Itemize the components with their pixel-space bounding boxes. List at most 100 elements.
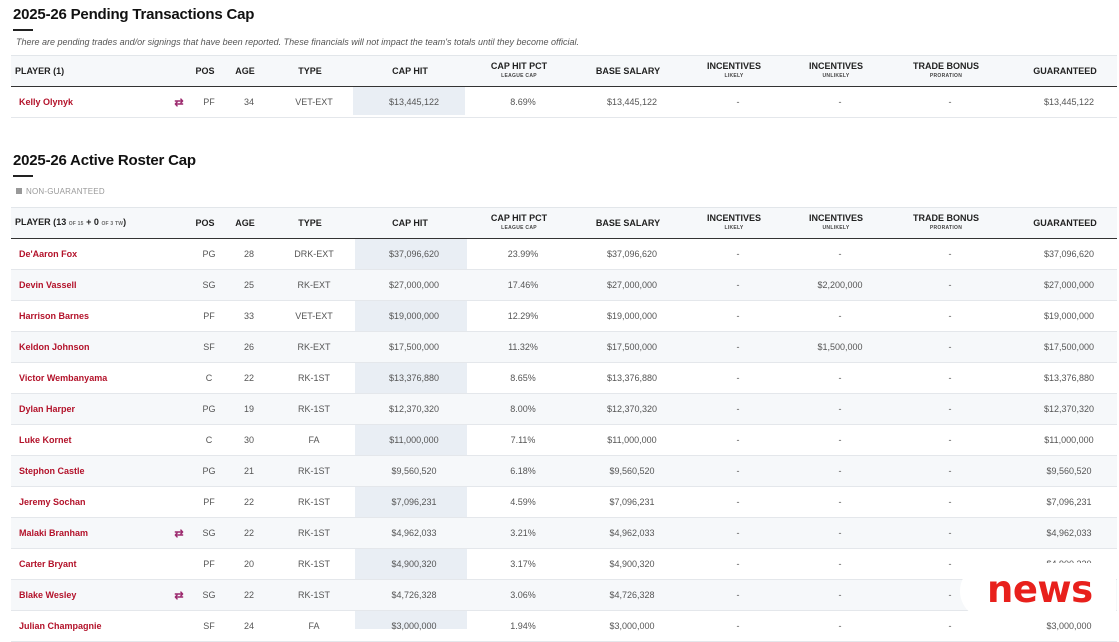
cell-pos: C <box>205 435 213 445</box>
col-player[interactable]: PLAYER (1) <box>15 65 65 76</box>
cell-cap-hit: $3,000,000 <box>391 621 437 631</box>
col-type[interactable]: TYPE <box>298 217 322 228</box>
cell-pos: SF <box>203 342 215 352</box>
player-link[interactable]: Harrison Barnes <box>19 311 90 321</box>
cell-cap-pct: 12.29% <box>507 311 539 321</box>
cell-trade-bonus: - <box>948 621 952 631</box>
player-link[interactable]: Stephon Castle <box>19 466 85 476</box>
cell-pos: PG <box>202 466 216 476</box>
cell-trade-bonus: - <box>948 342 952 352</box>
cell-incentives-unlikely: - <box>838 528 842 538</box>
table-header: PLAYER (1) POS AGE TYPE CAP HIT CAP HIT … <box>11 55 1117 87</box>
player-link[interactable]: Keldon Johnson <box>19 342 90 352</box>
player-link[interactable]: Devin Vassell <box>19 280 77 290</box>
cell-base-salary: $4,900,320 <box>609 559 655 569</box>
cell-pos: SG <box>202 590 216 600</box>
cell-guaranteed: $7,096,231 <box>1046 497 1092 507</box>
player-link[interactable]: Dylan Harper <box>19 404 76 414</box>
col-incentives-likely[interactable]: INCENTIVES LIKELY <box>706 60 761 79</box>
col-incentives-unlikely[interactable]: INCENTIVES UNLIKELY <box>808 212 863 231</box>
col-base-salary[interactable]: BASE SALARY <box>595 65 661 76</box>
table-row: Blake Wesley ⇄ SG 22 RK-1ST $4,726,328 3.06% $4… <box>11 580 1117 611</box>
cell-base-salary: $11,000,000 <box>607 435 657 445</box>
player-link[interactable]: Kelly Olynyk <box>19 97 74 107</box>
cell-trade-bonus: - <box>948 97 952 107</box>
cell-type: VET-EXT <box>295 97 333 107</box>
player-link[interactable]: Jeremy Sochan <box>19 497 86 507</box>
cell-incentives-unlikely: - <box>838 249 842 259</box>
cell-base-salary: $4,962,033 <box>609 528 655 538</box>
legend-swatch <box>16 188 22 194</box>
cell-guaranteed: $13,376,880 <box>1043 373 1095 383</box>
trade-icon[interactable]: ⇄ <box>174 527 184 540</box>
cell-cap-hit: $19,000,000 <box>388 311 440 321</box>
pending-section-title: 2025-26 Pending Transactions Cap <box>13 6 255 23</box>
col-trade-bonus[interactable]: TRADE BONUS PRORATION <box>912 60 979 79</box>
col-pos[interactable]: POS <box>195 65 215 76</box>
col-trade-bonus[interactable]: TRADE BONUS PRORATION <box>912 212 979 231</box>
cell-cap-pct: 17.46% <box>507 280 539 290</box>
cell-age: 25 <box>243 280 254 290</box>
cell-incentives-unlikely: - <box>838 466 842 476</box>
player-link[interactable]: Carter Bryant <box>19 559 77 569</box>
trade-icon[interactable]: ⇄ <box>174 96 184 109</box>
cell-age: 19 <box>243 404 254 414</box>
col-age[interactable]: AGE <box>235 217 255 228</box>
cell-guaranteed: $13,445,122 <box>1043 97 1095 107</box>
cell-pos: SG <box>202 280 216 290</box>
cell-incentives-likely: - <box>736 97 740 107</box>
col-pos[interactable]: POS <box>195 217 215 228</box>
col-guaranteed[interactable]: GUARANTEED <box>1033 65 1097 76</box>
col-cap-hit[interactable]: CAP HIT <box>392 65 428 76</box>
cell-cap-pct: 23.99% <box>507 249 539 259</box>
cell-age: 22 <box>243 590 254 600</box>
active-table: PLAYER (13 OF 15 + 0 OF 3 TW) POS AGE TY… <box>11 207 1117 642</box>
cell-base-salary: $27,000,000 <box>606 280 658 290</box>
cell-base-salary: $3,000,000 <box>609 621 655 631</box>
table-row: De'Aaron Fox PG 28 DRK-EXT $37,096,620 23.99%… <box>11 239 1117 270</box>
cell-incentives-unlikely: - <box>838 559 842 569</box>
cell-guaranteed: $19,000,000 <box>1043 311 1095 321</box>
player-link[interactable]: Malaki Branham <box>19 528 89 538</box>
col-guaranteed[interactable]: GUARANTEED <box>1033 217 1097 228</box>
cell-pos: SF <box>203 621 215 631</box>
cell-trade-bonus: - <box>948 280 952 290</box>
player-link[interactable]: Victor Wembanyama <box>19 373 108 383</box>
table-row: Victor Wembanyama C 22 RK-1ST $13,376,880 8.6… <box>11 363 1117 394</box>
player-link[interactable]: Julian Champagnie <box>19 621 102 631</box>
cell-age: 28 <box>243 249 254 259</box>
table-row: Keldon Johnson SF 26 RK-EXT $17,500,000 11.32… <box>11 332 1117 363</box>
col-base-salary[interactable]: BASE SALARY <box>595 217 661 228</box>
cell-trade-bonus: - <box>948 559 952 569</box>
player-link[interactable]: De'Aaron Fox <box>19 249 78 259</box>
col-player[interactable]: PLAYER (13 OF 15 + 0 OF 3 TW) <box>15 216 127 227</box>
col-type[interactable]: TYPE <box>298 65 322 76</box>
cell-cap-pct: 8.69% <box>510 97 536 107</box>
cell-type: RK-1ST <box>297 528 330 538</box>
cell-type: RK-1ST <box>297 466 330 476</box>
col-incentives-unlikely[interactable]: INCENTIVES UNLIKELY <box>808 60 863 79</box>
cell-incentives-likely: - <box>736 466 740 476</box>
non-guaranteed-legend: NON-GUARANTEED <box>16 187 105 196</box>
cell-cap-hit: $17,500,000 <box>388 342 440 352</box>
cell-incentives-likely: - <box>736 342 740 352</box>
col-incentives-likely[interactable]: INCENTIVES LIKELY <box>706 212 761 231</box>
cell-cap-pct: 3.21% <box>510 528 536 538</box>
cell-incentives-unlikely: - <box>838 404 842 414</box>
cell-incentives-likely: - <box>736 497 740 507</box>
cell-age: 22 <box>243 528 254 538</box>
col-cap-pct[interactable]: CAP HIT PCT LEAGUE CAP <box>490 212 548 231</box>
cell-pos: SG <box>202 528 216 538</box>
cell-cap-hit: $13,445,122 <box>388 97 440 107</box>
col-cap-hit[interactable]: CAP HIT <box>392 217 428 228</box>
player-link[interactable]: Blake Wesley <box>19 590 77 600</box>
news-watermark-backdrop <box>960 563 1116 619</box>
trade-icon[interactable]: ⇄ <box>174 589 184 602</box>
cell-incentives-likely: - <box>736 373 740 383</box>
col-cap-pct[interactable]: CAP HIT PCT LEAGUE CAP <box>490 60 548 79</box>
cell-cap-hit: $27,000,000 <box>388 280 440 290</box>
player-link[interactable]: Luke Kornet <box>19 435 72 445</box>
col-age[interactable]: AGE <box>235 65 255 76</box>
cell-incentives-likely: - <box>736 280 740 290</box>
cell-base-salary: $17,500,000 <box>606 342 658 352</box>
